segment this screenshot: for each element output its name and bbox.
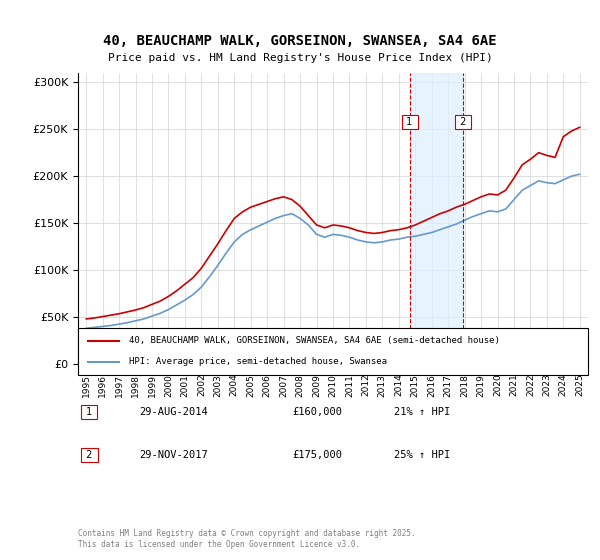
Text: 25% ↑ HPI: 25% ↑ HPI [394, 450, 451, 460]
Bar [410, 73, 463, 364]
Text: 21% ↑ HPI: 21% ↑ HPI [394, 407, 451, 417]
Text: 1: 1 [403, 117, 416, 127]
Text: Price paid vs. HM Land Registry's House Price Index (HPI): Price paid vs. HM Land Registry's House … [107, 53, 493, 63]
Text: HPI: Average price, semi-detached house, Swansea: HPI: Average price, semi-detached house,… [129, 357, 387, 366]
Text: 2: 2 [457, 117, 469, 127]
Text: 1: 1 [83, 407, 95, 417]
Text: £175,000: £175,000 [292, 450, 342, 460]
Text: Contains HM Land Registry data © Crown copyright and database right 2025.
This d: Contains HM Land Registry data © Crown c… [78, 529, 416, 549]
FancyBboxPatch shape [78, 328, 588, 375]
Text: 29-AUG-2014: 29-AUG-2014 [139, 407, 208, 417]
Text: 29-NOV-2017: 29-NOV-2017 [139, 450, 208, 460]
Text: 40, BEAUCHAMP WALK, GORSEINON, SWANSEA, SA4 6AE (semi-detached house): 40, BEAUCHAMP WALK, GORSEINON, SWANSEA, … [129, 337, 500, 346]
Text: 2: 2 [83, 450, 95, 460]
Text: 40, BEAUCHAMP WALK, GORSEINON, SWANSEA, SA4 6AE: 40, BEAUCHAMP WALK, GORSEINON, SWANSEA, … [103, 34, 497, 48]
Text: £160,000: £160,000 [292, 407, 342, 417]
